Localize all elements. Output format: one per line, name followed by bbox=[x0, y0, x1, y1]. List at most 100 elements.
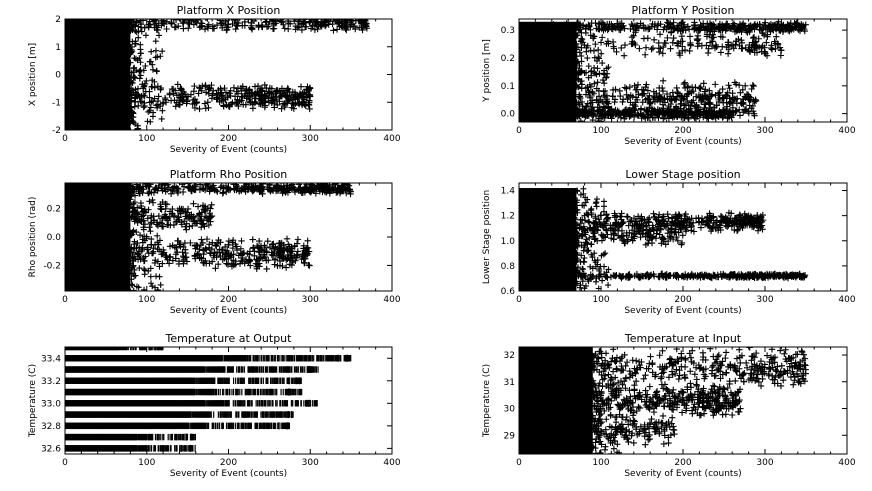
data-point bbox=[130, 262, 137, 269]
data-point bbox=[151, 19, 158, 25]
data-point bbox=[287, 255, 294, 262]
data-point bbox=[181, 239, 189, 247]
data-point bbox=[574, 106, 581, 113]
data-point bbox=[132, 28, 139, 35]
data-point bbox=[196, 246, 203, 253]
data-point bbox=[306, 99, 313, 106]
data-point bbox=[248, 26, 256, 33]
data-point bbox=[673, 233, 680, 241]
data-point bbox=[615, 223, 623, 231]
data-point bbox=[711, 108, 718, 116]
data-point bbox=[145, 108, 152, 115]
data-point bbox=[585, 112, 593, 119]
data-point bbox=[640, 112, 647, 119]
data-point bbox=[580, 190, 587, 197]
data-point bbox=[341, 184, 348, 191]
data-point bbox=[134, 126, 141, 130]
data-point bbox=[655, 273, 662, 280]
data-point bbox=[704, 20, 711, 27]
data-point bbox=[303, 248, 310, 256]
data-point bbox=[320, 19, 322, 21]
data-point bbox=[580, 270, 587, 277]
data-point bbox=[574, 251, 581, 258]
data-point bbox=[130, 227, 137, 234]
data-point bbox=[667, 225, 675, 232]
data-point bbox=[278, 93, 286, 100]
data-point bbox=[237, 187, 245, 194]
data-point bbox=[293, 12, 299, 18]
data-point bbox=[648, 234, 655, 242]
data-point bbox=[142, 253, 149, 260]
data-point bbox=[597, 263, 604, 270]
data-point bbox=[189, 222, 196, 230]
data-point bbox=[304, 237, 311, 245]
data-point bbox=[346, 12, 352, 18]
data-point bbox=[646, 234, 654, 241]
data-point bbox=[283, 235, 291, 242]
data-point bbox=[630, 32, 637, 39]
data-point bbox=[623, 85, 630, 92]
data-point bbox=[643, 223, 650, 231]
data-point bbox=[141, 286, 148, 291]
data-point bbox=[265, 23, 272, 30]
data-point bbox=[775, 19, 782, 26]
data-point bbox=[664, 210, 671, 218]
data-point bbox=[656, 220, 663, 228]
data-point bbox=[659, 87, 667, 95]
data-point bbox=[684, 84, 691, 91]
data-point bbox=[696, 84, 703, 92]
data-point bbox=[305, 12, 311, 18]
data-point bbox=[300, 242, 307, 250]
data-point bbox=[613, 48, 620, 56]
data-point bbox=[684, 83, 692, 90]
data-point bbox=[679, 232, 686, 239]
data-point bbox=[604, 274, 611, 281]
data-point bbox=[591, 250, 598, 257]
data-point bbox=[183, 226, 190, 233]
x-tick-label: 400 bbox=[838, 126, 855, 136]
data-point bbox=[156, 19, 158, 20]
data-point bbox=[650, 210, 657, 217]
data-point bbox=[705, 222, 712, 229]
y-axis-label: Rho position (rad) bbox=[28, 197, 38, 278]
data-point bbox=[623, 229, 630, 237]
data-point bbox=[292, 92, 300, 100]
data-point bbox=[203, 235, 211, 243]
data-point bbox=[183, 98, 191, 105]
data-point bbox=[669, 39, 676, 46]
data-point bbox=[319, 184, 327, 192]
data-point bbox=[205, 221, 213, 229]
data-points bbox=[519, 185, 809, 291]
data-point bbox=[716, 107, 723, 115]
data-point bbox=[133, 183, 140, 188]
data-point bbox=[736, 112, 744, 119]
data-point bbox=[152, 38, 159, 45]
data-point bbox=[299, 20, 307, 27]
data-point bbox=[128, 231, 135, 238]
data-point bbox=[619, 96, 627, 103]
data-point bbox=[768, 46, 776, 53]
data-point bbox=[758, 271, 765, 279]
data-point bbox=[145, 206, 152, 213]
data-point bbox=[700, 23, 707, 30]
data-point bbox=[137, 41, 144, 48]
data-point bbox=[599, 222, 606, 229]
data-point bbox=[161, 211, 169, 218]
data-point bbox=[619, 98, 626, 106]
data-point bbox=[292, 257, 299, 264]
data-point bbox=[252, 260, 260, 267]
data-point-cluster bbox=[65, 183, 131, 291]
data-point bbox=[772, 45, 779, 53]
data-point bbox=[611, 226, 619, 233]
data-point bbox=[595, 87, 602, 94]
data-point bbox=[669, 89, 676, 96]
data-point bbox=[686, 220, 693, 228]
data-point bbox=[326, 11, 332, 17]
data-point bbox=[582, 103, 590, 111]
data-point bbox=[613, 219, 620, 227]
data-point bbox=[149, 61, 156, 68]
x-tick-label: 0 bbox=[516, 126, 522, 136]
data-point bbox=[343, 26, 350, 34]
data-point bbox=[292, 22, 300, 30]
data-point bbox=[219, 190, 226, 197]
